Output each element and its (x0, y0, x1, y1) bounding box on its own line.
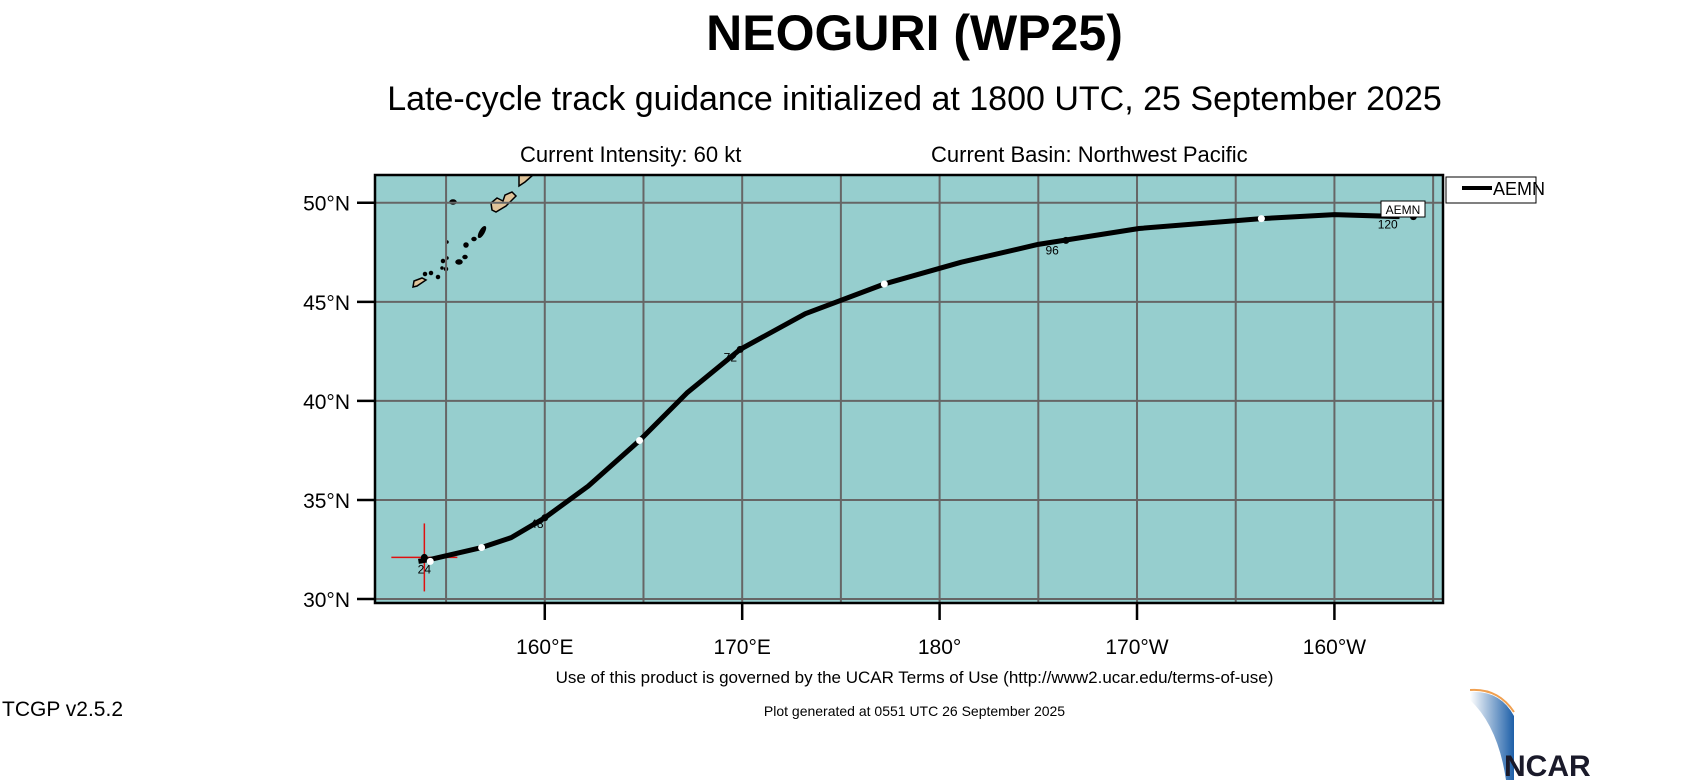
track-point-minor (478, 544, 486, 552)
storm-title: NEOGURI (WP25) (706, 5, 1123, 61)
lon-tick-label: 170°W (1105, 636, 1168, 659)
ocean-background (375, 175, 1443, 603)
legend-entry: AEMN (1493, 179, 1545, 199)
track-point-minor (1257, 215, 1265, 223)
forecast-hour-label: 120 (1378, 218, 1398, 232)
lat-tick-label: 30°N (303, 589, 350, 612)
track-point-major (736, 345, 744, 353)
forecast-hour-label: 96 (1045, 243, 1059, 257)
ncar-logo: NCAR (1470, 688, 1591, 780)
forecast-hour-label: 48 (530, 517, 544, 531)
lat-tick-label: 40°N (303, 391, 350, 414)
track-point-minor (636, 437, 644, 445)
track-point-minor (880, 280, 888, 288)
map-frame (373, 173, 1445, 605)
lat-tick-label: 35°N (303, 490, 350, 513)
track-point-minor (426, 557, 434, 565)
track-name-box (1380, 200, 1426, 218)
forecast-hour-label: 72 (724, 350, 738, 364)
track-point-major (1062, 236, 1070, 244)
version-label: TCGP v2.5.2 (2, 698, 123, 721)
current-basin: Current Basin: Northwest Pacific (931, 142, 1248, 167)
track-name-label: AEMN (1386, 203, 1421, 217)
track-point-major (541, 514, 549, 522)
lon-tick-label: 160°W (1303, 636, 1366, 659)
track-point-major (420, 553, 428, 561)
lon-tick-label: 160°E (516, 636, 573, 659)
lat-tick-label: 50°N (303, 193, 350, 216)
lat-tick-label: 45°N (303, 292, 350, 315)
legend: AEMN (1445, 176, 1545, 204)
guidance-subtitle: Late-cycle track guidance initialized at… (387, 80, 1442, 118)
forecast-hour-label: 24 (418, 562, 432, 576)
terms-of-use: Use of this product is governed by the U… (555, 668, 1274, 687)
current-intensity: Current Intensity: 60 kt (520, 142, 742, 167)
plot-generated: Plot generated at 0551 UTC 26 September … (763, 703, 1066, 719)
lon-tick-label: 180° (918, 636, 961, 659)
lon-tick-label: 170°E (713, 636, 770, 659)
ncar-logo-text: NCAR (1504, 750, 1591, 780)
axis-ticks: 30°N 35°N 40°N 45°N 50°N 160°E 170°E 180° 170°W 1… (303, 193, 1366, 659)
